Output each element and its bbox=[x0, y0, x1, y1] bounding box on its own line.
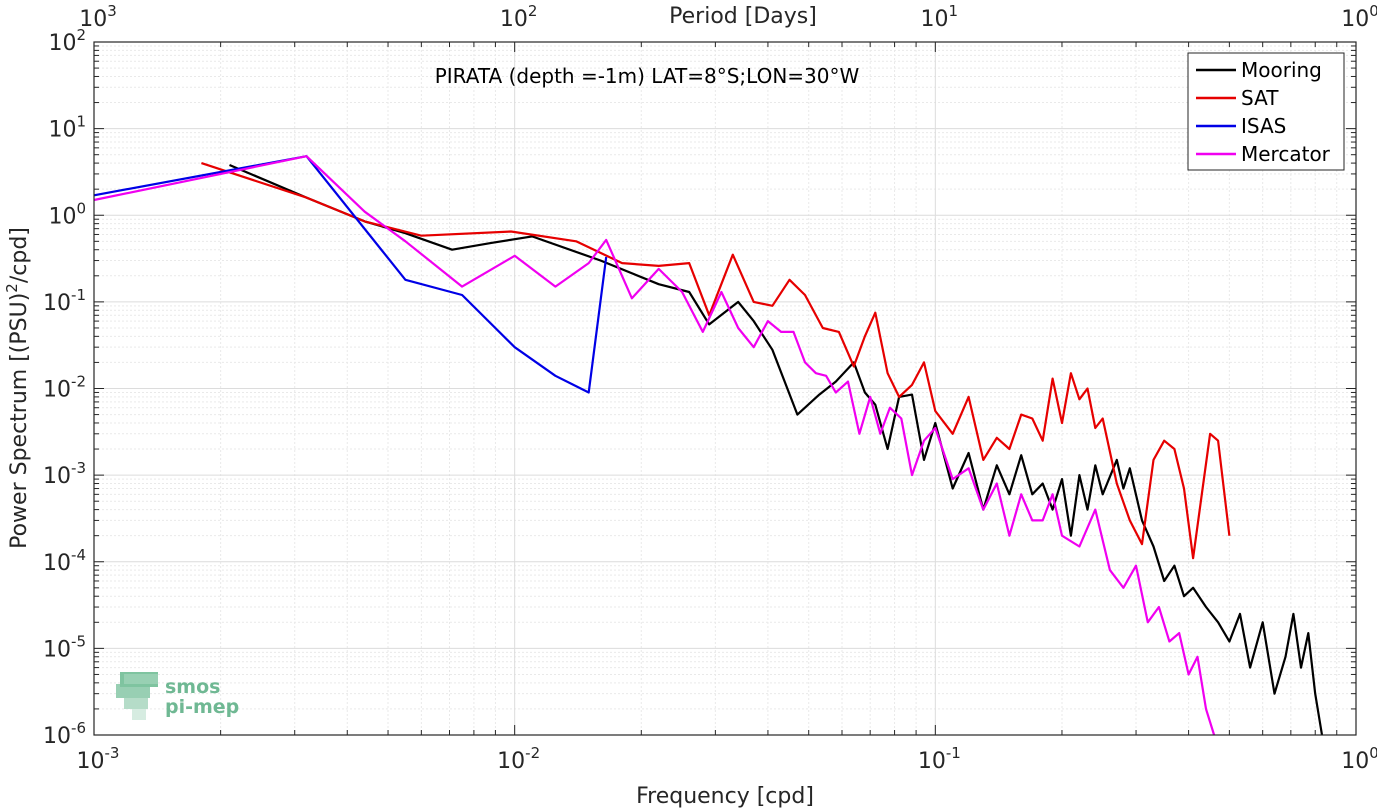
x-tick-label: 10-1 bbox=[918, 744, 961, 774]
y-axis-title-tail: /cpd] bbox=[7, 227, 32, 283]
series-isas-line bbox=[93, 155, 608, 394]
y-tick-label: 10-2 bbox=[43, 373, 86, 403]
minor-grid bbox=[94, 42, 1356, 735]
y-tick-label: 101 bbox=[48, 113, 86, 143]
y-tick-label: 10-5 bbox=[43, 632, 86, 662]
series-mooring-line bbox=[229, 163, 1324, 736]
legend: Mooring SAT ISAS Mercator bbox=[1187, 52, 1345, 171]
y-tick-label: 10-4 bbox=[43, 546, 86, 576]
logo-text-1: smos bbox=[165, 676, 220, 698]
top-tick-label: 101 bbox=[921, 2, 959, 32]
legend-items: Mooring SAT ISAS Mercator bbox=[1196, 58, 1331, 166]
logo-text-2: pi-mep bbox=[165, 696, 239, 718]
top-tick-label: 100 bbox=[1341, 2, 1377, 32]
legend-box bbox=[1187, 52, 1345, 171]
logo-block-2 bbox=[124, 695, 148, 709]
series-mercator-line bbox=[93, 155, 1216, 736]
y-tick-label: 10-1 bbox=[43, 286, 86, 316]
y-axis-title-main: Power Spectrum [(PSU) bbox=[7, 293, 32, 549]
chart-annotation: PIRATA (depth =-1m) LAT=8°S;LON=30°W bbox=[435, 64, 860, 88]
legend-label-sat: SAT bbox=[1241, 86, 1279, 110]
legend-label-mercator: Mercator bbox=[1241, 142, 1331, 166]
y-tick-label: 10-6 bbox=[43, 719, 86, 749]
x-tick-label: 100 bbox=[1341, 744, 1377, 774]
y-axis-title: Power Spectrum [(PSU)2/cpd] bbox=[3, 227, 32, 549]
x-tick-label: 10-2 bbox=[497, 744, 540, 774]
y-axis-title-sup: 2 bbox=[3, 283, 21, 293]
top-tick-label: 103 bbox=[79, 2, 117, 32]
logo-block-3 bbox=[116, 684, 150, 698]
y-tick-label: 100 bbox=[48, 199, 86, 229]
smos-pi-mep-logo: smos pi-mep bbox=[116, 672, 239, 720]
series-sat-line bbox=[201, 162, 1231, 560]
tick-marks bbox=[93, 41, 1357, 736]
y-tick-labels: 10-6 10-5 10-4 10-3 10-2 10-1 100 101 102 bbox=[43, 26, 86, 749]
x-tick-label: 10-3 bbox=[77, 744, 120, 774]
logo-block-5 bbox=[124, 674, 158, 684]
x-tick-labels: 10-3 10-2 10-1 100 bbox=[77, 744, 1377, 774]
x-axis-title: Frequency [cpd] bbox=[636, 784, 814, 809]
top-tick-labels: 103 102 101 100 bbox=[79, 2, 1377, 32]
series-layer bbox=[93, 155, 1324, 736]
legend-label-mooring: Mooring bbox=[1241, 58, 1322, 82]
y-tick-label: 10-3 bbox=[43, 459, 86, 489]
legend-label-isas: ISAS bbox=[1241, 114, 1286, 138]
top-axis-title: Period [Days] bbox=[669, 4, 817, 29]
y-tick-label: 102 bbox=[48, 26, 86, 56]
top-tick-label: 102 bbox=[500, 2, 538, 32]
